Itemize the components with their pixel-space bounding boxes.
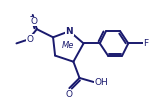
Text: O: O bbox=[30, 17, 37, 26]
Text: O: O bbox=[66, 90, 73, 99]
Text: Me: Me bbox=[62, 41, 75, 50]
Text: OH: OH bbox=[95, 78, 108, 86]
Text: F: F bbox=[144, 39, 149, 48]
Text: N: N bbox=[66, 27, 73, 36]
Text: O: O bbox=[26, 35, 33, 44]
